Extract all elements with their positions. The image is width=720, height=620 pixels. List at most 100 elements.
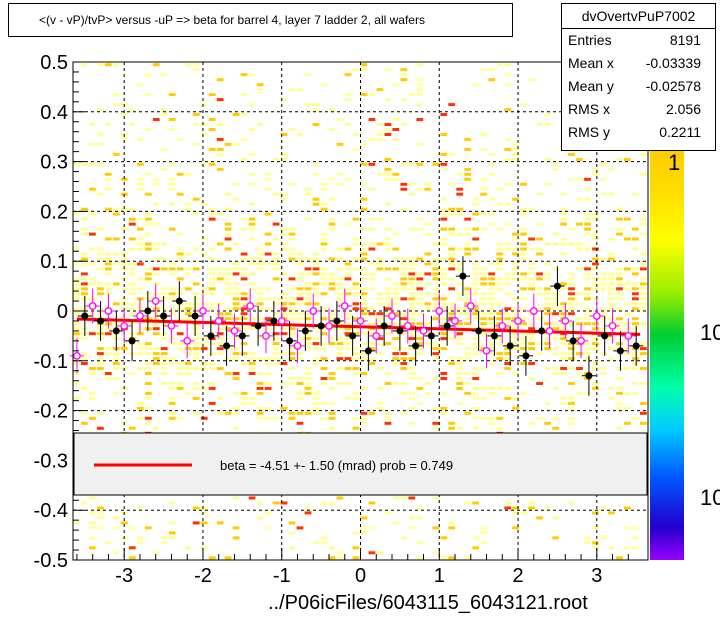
heatmap-cell <box>240 352 248 356</box>
heatmap-cell <box>304 511 312 515</box>
data-point <box>191 312 199 320</box>
heatmap-cell <box>288 128 296 131</box>
heatmap-cell <box>448 421 456 425</box>
heatmap-cell <box>464 247 472 251</box>
heatmap-cell <box>200 367 208 370</box>
data-point <box>317 322 325 330</box>
heatmap-cell <box>448 302 456 306</box>
heatmap-cell <box>97 142 104 146</box>
heatmap-cell <box>296 382 304 385</box>
heatmap-cell <box>248 237 256 241</box>
data-point-open <box>120 322 129 330</box>
heatmap-cell <box>568 382 575 385</box>
heatmap-cell <box>616 287 623 291</box>
heatmap-cell <box>448 152 456 156</box>
heatmap-cell <box>576 197 583 201</box>
data-point <box>427 332 435 340</box>
heatmap-cell <box>176 332 184 336</box>
heatmap-cell <box>264 177 272 181</box>
heatmap-cell <box>552 337 559 341</box>
heatmap-cell <box>192 332 200 336</box>
heatmap-cell <box>464 372 472 375</box>
heatmap-cell <box>192 63 200 67</box>
heatmap-cell <box>368 312 376 316</box>
heatmap-cell <box>312 108 320 112</box>
heatmap-cell <box>496 416 504 420</box>
heatmap-cell <box>304 367 312 370</box>
heatmap-cell <box>296 292 304 296</box>
heatmap-cell <box>216 137 224 141</box>
heatmap-cell <box>216 396 224 400</box>
heatmap-cell <box>304 302 312 306</box>
heatmap-cell <box>232 317 240 321</box>
heatmap-cell <box>400 536 408 540</box>
heatmap-cell <box>504 157 512 161</box>
heatmap-cell <box>600 192 607 196</box>
heatmap-cell <box>640 152 647 156</box>
heatmap-cell <box>208 162 216 166</box>
heatmap-cell <box>528 272 535 276</box>
heatmap-cell <box>496 337 504 341</box>
heatmap-cell <box>160 287 168 291</box>
heatmap-cell <box>112 367 120 370</box>
heatmap-cell <box>280 192 288 196</box>
heatmap-cell <box>288 367 296 370</box>
heatmap-cell <box>360 297 368 301</box>
heatmap-cell <box>97 247 104 251</box>
heatmap-cell <box>624 157 631 161</box>
heatmap-cell <box>280 501 288 505</box>
stats-value: -0.02578 <box>645 78 701 94</box>
heatmap-cell <box>360 516 368 520</box>
fit-legend-text: beta = -4.51 +- 1.50 (mrad) prob = 0.749 <box>220 458 453 473</box>
heatmap-cell <box>344 98 352 102</box>
heatmap-cell <box>432 352 440 356</box>
heatmap-cell <box>600 327 607 331</box>
heatmap-cell <box>440 272 448 276</box>
heatmap-cell <box>584 222 591 226</box>
heatmap-cell <box>368 217 376 221</box>
heatmap-cell <box>424 322 432 326</box>
heatmap-cell <box>472 377 480 380</box>
heatmap-cell <box>384 277 392 281</box>
heatmap-cell <box>496 242 504 246</box>
heatmap-cell <box>320 232 328 236</box>
heatmap-cell <box>136 401 144 405</box>
heatmap-cell <box>256 257 264 261</box>
heatmap-cell <box>512 526 519 530</box>
heatmap-cell <box>120 342 128 346</box>
data-point <box>412 342 420 350</box>
heatmap-cell <box>328 177 336 181</box>
heatmap-cell <box>376 133 384 136</box>
heatmap-cell <box>73 262 80 266</box>
heatmap-cell <box>97 411 104 415</box>
heatmap-cell <box>216 327 224 331</box>
heatmap-cell <box>128 292 136 296</box>
heatmap-cell <box>544 297 551 301</box>
heatmap-cell <box>392 232 400 236</box>
heatmap-cell <box>232 272 240 276</box>
data-point-open <box>104 307 113 315</box>
heatmap-cell <box>128 207 136 211</box>
heatmap-cell <box>456 312 464 316</box>
heatmap-cell <box>384 312 392 316</box>
heatmap-cell <box>144 396 152 400</box>
heatmap-cell <box>280 332 288 336</box>
heatmap-cell <box>448 103 456 107</box>
heatmap-cell <box>432 162 440 166</box>
heatmap-cell <box>456 172 464 176</box>
heatmap-cell <box>424 232 432 236</box>
heatmap-cell <box>73 312 80 316</box>
heatmap-cell <box>232 496 240 500</box>
heatmap-cell <box>624 322 631 326</box>
heatmap-cell <box>440 212 448 216</box>
heatmap-cell <box>600 317 607 321</box>
heatmap-cell <box>496 302 504 306</box>
heatmap-cell <box>328 277 336 281</box>
heatmap-cell <box>296 88 304 92</box>
heatmap-cell <box>456 382 464 385</box>
heatmap-cell <box>240 272 248 276</box>
heatmap-cell <box>81 362 88 365</box>
heatmap-cell <box>168 307 176 311</box>
heatmap-cell <box>392 257 400 261</box>
heatmap-cell <box>552 267 559 271</box>
